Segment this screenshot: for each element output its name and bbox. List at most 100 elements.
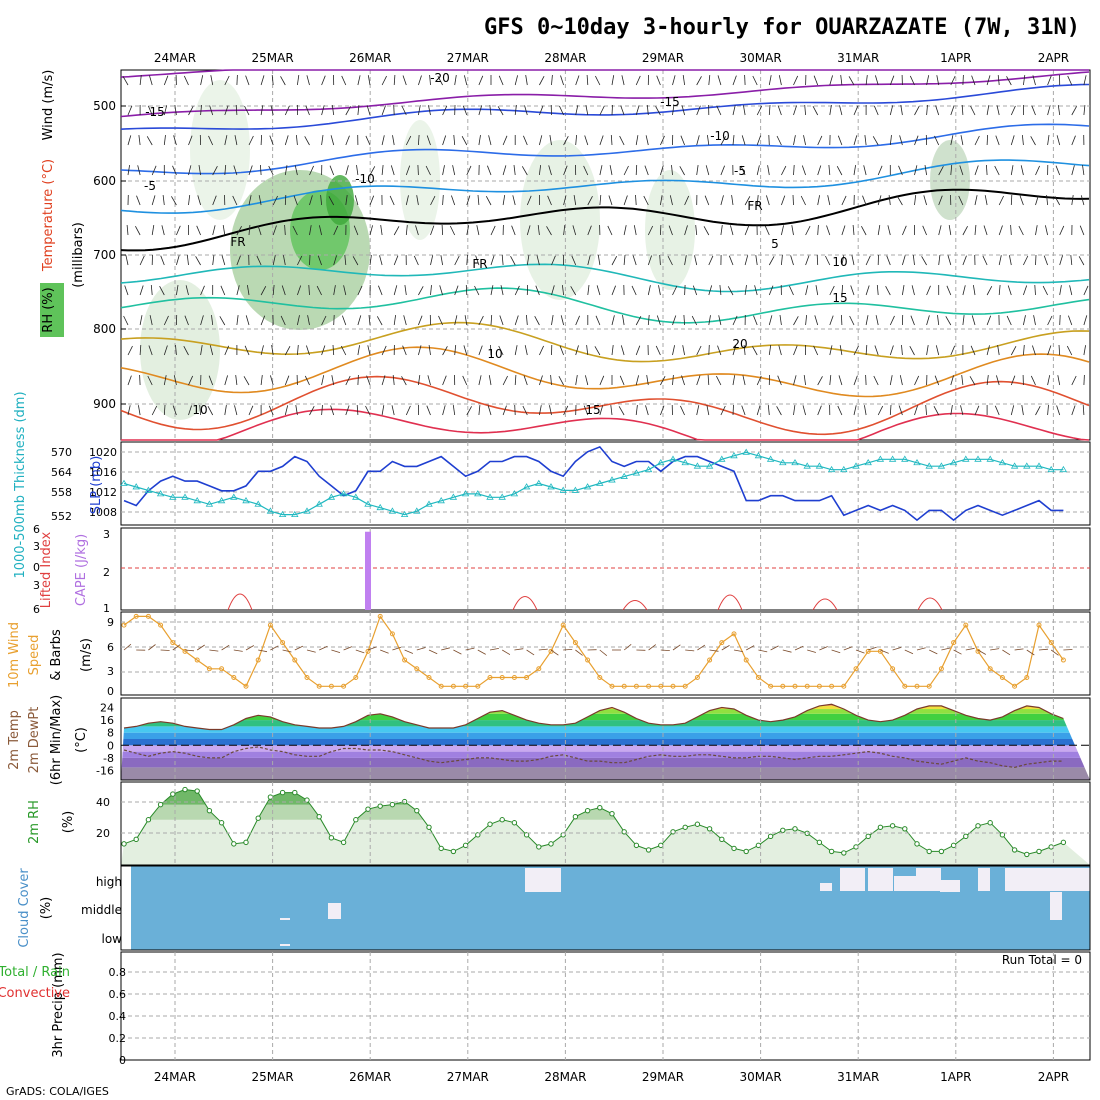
wind-speed-marker xyxy=(231,675,237,681)
wind-barb xyxy=(139,285,144,296)
wind-barb xyxy=(296,135,298,146)
wind-barb xyxy=(369,225,373,236)
wind-speed-marker xyxy=(194,657,200,663)
thickness-marker xyxy=(840,465,848,473)
isotherm-line xyxy=(120,69,1089,78)
wind-speed-marker xyxy=(511,675,517,681)
wind-barb xyxy=(478,315,484,326)
wind-barb xyxy=(466,406,472,416)
wind-barb xyxy=(961,104,964,116)
wind-barb xyxy=(1057,375,1061,386)
wind-speed-marker xyxy=(1012,683,1018,689)
wind-barb xyxy=(1047,375,1051,386)
wind-barb xyxy=(914,405,918,416)
wind-barb xyxy=(1026,649,1035,656)
wind-barb xyxy=(767,165,770,176)
wind-barb xyxy=(209,345,214,356)
wind-barb xyxy=(959,165,964,176)
wind-barb xyxy=(926,104,928,116)
isotherm-line xyxy=(120,123,1090,175)
wind-barb xyxy=(354,195,359,206)
wind-barb xyxy=(926,345,929,356)
wind-barb xyxy=(1059,255,1063,266)
thickness-marker xyxy=(937,462,946,469)
wind-barb xyxy=(645,405,649,416)
rh-axis-label: RH (%) xyxy=(41,287,56,332)
wind-barb xyxy=(1083,374,1085,386)
wind-barb xyxy=(173,135,177,146)
wind-barb xyxy=(236,226,242,236)
rh-marker xyxy=(767,833,774,840)
rh-shading xyxy=(190,80,250,220)
wind-barb xyxy=(127,345,133,356)
wind-barb xyxy=(1023,285,1028,296)
wind-barb xyxy=(550,374,552,386)
wind-barb xyxy=(321,75,326,86)
wind-barb xyxy=(478,405,481,416)
wind-barb xyxy=(623,225,627,236)
wind-barb xyxy=(877,165,883,176)
contour-label: 5 xyxy=(771,237,779,251)
wind-barb xyxy=(996,105,1000,116)
wind-barb xyxy=(679,166,685,176)
rh-marker xyxy=(938,848,945,855)
wind-barb xyxy=(1067,75,1073,86)
temp-axis-label: 2m Temp xyxy=(7,710,22,770)
wind-barb xyxy=(224,164,227,176)
rh-marker xyxy=(206,807,213,814)
wind-barb xyxy=(732,345,737,356)
wind-barb xyxy=(646,105,649,116)
wind-barb xyxy=(1063,649,1073,651)
wind-barb xyxy=(356,404,359,416)
wind-barb xyxy=(452,405,456,416)
wind-barb xyxy=(660,649,670,651)
wind-barb xyxy=(655,345,661,356)
wind-speed-marker xyxy=(365,648,371,654)
date-label-top: 28MAR xyxy=(544,51,586,65)
wind-barb xyxy=(428,105,431,116)
wind-barb xyxy=(514,404,516,416)
wind-barb xyxy=(511,225,516,236)
wind-speed-panel: 9 6 3 0 xyxy=(107,611,1091,698)
wind-barb xyxy=(163,315,169,326)
wind-barb xyxy=(136,195,141,206)
wind-barb xyxy=(781,195,786,206)
wind-barb xyxy=(885,286,891,296)
lifted-index-tick: 3 xyxy=(33,540,40,553)
wind-barb xyxy=(829,105,832,116)
thickness-marker xyxy=(474,490,482,497)
minmax-axis-label: (6hr Min/Max) xyxy=(49,695,64,785)
wind-barb xyxy=(781,165,787,176)
rh-marker xyxy=(1060,839,1067,846)
wind-barb xyxy=(430,195,436,206)
wind-barb xyxy=(691,315,698,326)
wind-barb xyxy=(404,285,407,296)
wind-barb xyxy=(248,224,251,236)
wind-barb xyxy=(958,195,964,206)
wind-barb xyxy=(826,225,831,236)
wind-barb xyxy=(684,225,688,236)
wind-barb xyxy=(309,254,311,266)
wind-barb xyxy=(331,649,341,653)
wind-barb xyxy=(248,195,252,206)
wind-barb xyxy=(139,374,141,386)
wind-barb xyxy=(971,75,976,86)
wind-barb xyxy=(599,105,605,116)
wind-barb xyxy=(658,285,661,296)
wind-barb xyxy=(961,375,964,386)
wind-barb xyxy=(708,255,714,266)
wind-barb xyxy=(176,225,181,236)
wind-barb xyxy=(996,375,1000,386)
wind-barb xyxy=(611,75,615,86)
wind-barb xyxy=(575,134,577,146)
wind-barb xyxy=(418,345,422,356)
wind-barb xyxy=(865,255,871,266)
wind-speed-marker xyxy=(402,657,408,663)
run-total-text: Run Total = 0 xyxy=(1002,953,1082,967)
wind-barb xyxy=(986,75,991,86)
wind-barb xyxy=(1007,285,1012,296)
wind-barb xyxy=(816,254,819,266)
wind-barb xyxy=(998,284,1001,296)
wind-barb xyxy=(525,75,528,86)
